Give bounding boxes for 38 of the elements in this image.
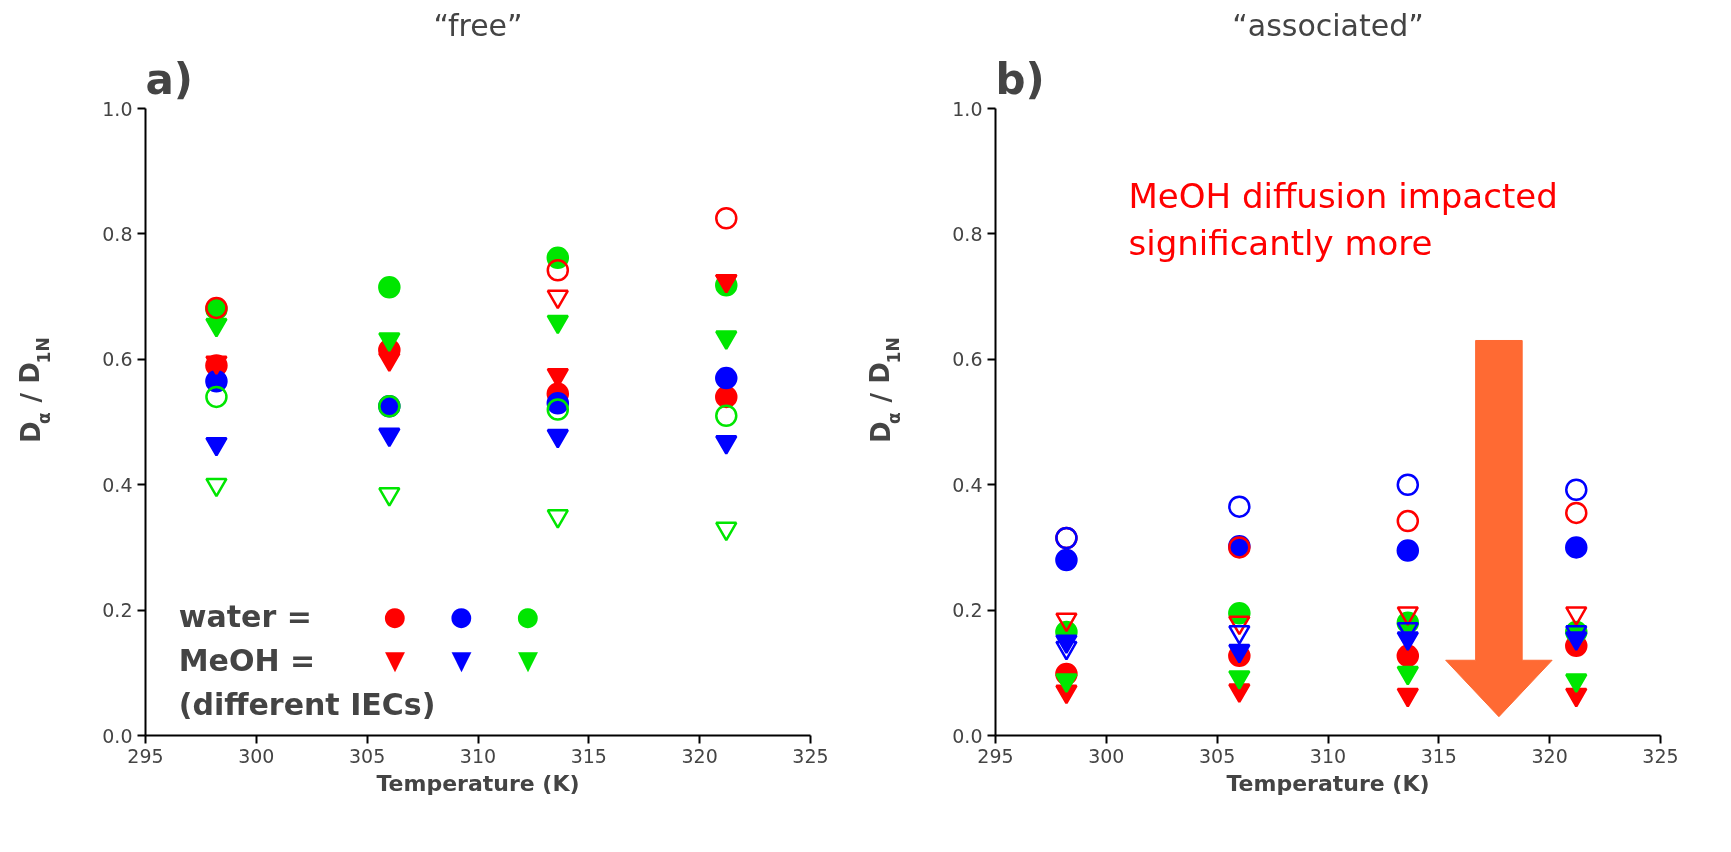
y-tick-label: 0.2: [952, 599, 983, 622]
x-tick-label: 315: [570, 744, 607, 767]
text: MeOH = ▼ ▼ ▼: [178, 642, 538, 678]
y-tick-label: 1.0: [102, 97, 133, 120]
y-tick-label: 0.8: [952, 222, 983, 245]
y-tick-label: 0.0: [102, 724, 133, 747]
x-tick-label: 315: [1420, 744, 1457, 767]
y-tick-label: 0.4: [102, 473, 133, 496]
annotation: (different IECs): [178, 686, 436, 722]
x-tick-label: 320: [1531, 744, 1568, 767]
x-tick-label: 310: [459, 744, 497, 767]
text: water = ● ● ●: [178, 598, 540, 634]
y-tick-label: 0.2: [102, 599, 133, 622]
y-tick-label: 0.6: [952, 348, 983, 371]
y-tick-label: 0.0: [952, 724, 983, 747]
x-tick-label: 300: [238, 744, 275, 767]
chart-title: “free”: [433, 7, 523, 43]
chart-title: “associated”: [1232, 7, 1424, 43]
x-axis-title: Temperature (K): [1226, 770, 1430, 796]
x-tick-label: 295: [127, 744, 164, 767]
y-tick-label: 1.0: [952, 97, 983, 120]
x-tick-label: 325: [792, 744, 829, 767]
x-tick-label: 325: [1642, 744, 1679, 767]
text: b): [995, 54, 1045, 104]
x-tick-label: 320: [681, 744, 718, 767]
x-tick-label: 305: [1199, 744, 1236, 767]
y-axis-title: Dα / D1N: [15, 337, 54, 443]
y-tick-label: 0.4: [952, 473, 983, 496]
annotation: MeOH diffusion impacted significantly more: [1128, 176, 1558, 264]
x-tick-label: 295: [977, 744, 1014, 767]
y-tick-label: 0.8: [102, 222, 133, 245]
y-axis-title: Dα / D1N: [865, 337, 904, 443]
x-tick-label: 310: [1309, 744, 1347, 767]
x-axis-title: Temperature (K): [376, 770, 580, 796]
y-tick-label: 0.6: [102, 348, 133, 371]
text: a): [145, 54, 194, 104]
x-tick-label: 300: [1088, 744, 1125, 767]
x-tick-label: 305: [349, 744, 386, 767]
